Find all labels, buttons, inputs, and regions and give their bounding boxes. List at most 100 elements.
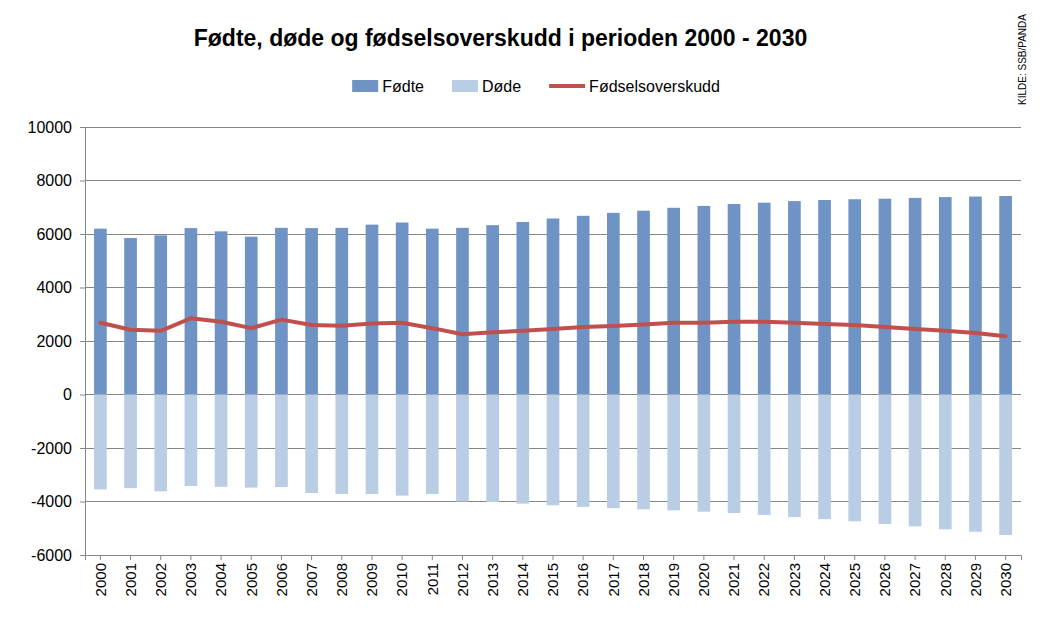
y-tick-label: 10000 bbox=[28, 119, 73, 136]
bar bbox=[335, 395, 348, 495]
bar bbox=[154, 235, 167, 394]
legend-swatch bbox=[352, 80, 378, 92]
y-tick: 8000 bbox=[36, 172, 85, 189]
bar bbox=[758, 395, 771, 515]
x-tick: 2001 bbox=[122, 555, 139, 596]
x-tick: 2013 bbox=[484, 555, 501, 596]
bar bbox=[516, 222, 529, 395]
x-tick-mark bbox=[884, 555, 885, 560]
x-tick-label: 2001 bbox=[122, 563, 139, 596]
x-tick-label: 2004 bbox=[212, 563, 229, 596]
legend-item: Fødte bbox=[352, 78, 424, 95]
y-tick-mark bbox=[80, 341, 85, 342]
y-tick: 10000 bbox=[28, 119, 86, 136]
bar bbox=[215, 395, 228, 487]
x-tick: 2016 bbox=[574, 555, 591, 596]
grid-line bbox=[85, 127, 1021, 128]
x-tick-mark bbox=[794, 555, 795, 560]
y-tick-mark bbox=[80, 448, 85, 449]
y-tick: 2000 bbox=[36, 333, 85, 350]
legend: FødteDødeFødselsoverskudd bbox=[352, 78, 720, 95]
plot-area bbox=[94, 196, 1012, 535]
x-tick: 2009 bbox=[363, 555, 380, 596]
legend-item: Fødselsoverskudd bbox=[549, 78, 720, 95]
x-tick-mark bbox=[311, 555, 312, 560]
y-axis-line bbox=[80, 128, 86, 556]
bar bbox=[215, 231, 228, 394]
x-tick-mark bbox=[915, 555, 916, 560]
bar bbox=[637, 395, 650, 510]
y-tick-mark bbox=[80, 127, 85, 128]
x-tick: 2004 bbox=[212, 555, 229, 596]
bar-series bbox=[94, 196, 1012, 394]
x-tick-label: 2017 bbox=[605, 563, 622, 596]
bar bbox=[547, 395, 560, 506]
legend-label: Fødte bbox=[382, 78, 424, 95]
bar bbox=[516, 395, 529, 504]
y-tick: -4000 bbox=[31, 493, 85, 510]
bar bbox=[366, 395, 379, 495]
annotation: KILDE: SSB/PANDA bbox=[1017, 14, 1028, 105]
y-tick-mark bbox=[80, 395, 85, 396]
bar bbox=[547, 218, 560, 394]
x-tick-mark bbox=[432, 555, 433, 560]
x-tick-mark bbox=[190, 555, 191, 560]
x-tick-label: 2018 bbox=[635, 563, 652, 596]
bar bbox=[758, 203, 771, 395]
x-tick: 2010 bbox=[393, 555, 410, 596]
bar bbox=[305, 228, 318, 394]
x-tick-label: 2007 bbox=[303, 563, 320, 596]
x-tick-mark bbox=[341, 555, 342, 560]
x-tick: 2008 bbox=[333, 555, 350, 596]
bar bbox=[335, 228, 348, 395]
x-tick-mark bbox=[734, 555, 735, 560]
bar bbox=[94, 229, 107, 395]
bar bbox=[245, 237, 258, 395]
x-tick-label: 2028 bbox=[937, 563, 954, 596]
x-tick-mark bbox=[221, 555, 222, 560]
x-tick-label: 2010 bbox=[393, 563, 410, 596]
x-axis: 2000200120022003200420052006200720082009… bbox=[86, 555, 1022, 596]
bar bbox=[999, 196, 1012, 394]
chart: -6000-4000-20000200040006000800010000200… bbox=[0, 0, 1041, 625]
legend-swatch bbox=[549, 84, 585, 88]
bar bbox=[818, 395, 831, 520]
bar bbox=[909, 395, 922, 527]
bar bbox=[848, 199, 861, 394]
y-tick-label: -6000 bbox=[31, 547, 72, 564]
bar bbox=[456, 395, 469, 502]
x-tick: 2014 bbox=[514, 555, 531, 596]
title: Fødte, døde og fødselsoverskudd i period… bbox=[194, 25, 808, 51]
y-axis: -6000-4000-20000200040006000800010000 bbox=[28, 119, 86, 564]
x-tick-mark bbox=[251, 555, 252, 560]
x-tick-label: 2011 bbox=[424, 563, 441, 595]
x-tick-label: 2020 bbox=[695, 563, 712, 596]
y-tick-label: 4000 bbox=[36, 279, 72, 296]
y-tick-label: -2000 bbox=[31, 440, 72, 457]
y-tick-mark bbox=[80, 288, 85, 289]
x-tick: 2002 bbox=[152, 555, 169, 596]
bar bbox=[607, 395, 620, 509]
bar bbox=[939, 395, 952, 530]
bar bbox=[577, 216, 590, 395]
x-tick-mark bbox=[371, 555, 372, 560]
x-tick-label: 2013 bbox=[484, 563, 501, 596]
x-tick: 2028 bbox=[937, 555, 954, 596]
x-tick-label: 2000 bbox=[92, 563, 109, 596]
x-tick-label: 2024 bbox=[816, 563, 833, 596]
bar bbox=[667, 208, 680, 395]
y-tick-mark bbox=[80, 555, 85, 556]
x-tick-mark bbox=[975, 555, 976, 560]
bar bbox=[124, 395, 137, 489]
x-tick: 2029 bbox=[967, 555, 984, 596]
bar bbox=[396, 395, 409, 496]
x-tick-mark bbox=[945, 555, 946, 560]
bar bbox=[305, 395, 318, 493]
y-tick-label: 8000 bbox=[36, 172, 72, 189]
bar bbox=[698, 206, 711, 395]
x-tick-mark bbox=[643, 555, 644, 560]
x-tick: 2023 bbox=[786, 555, 803, 596]
y-tick-label: 0 bbox=[63, 386, 72, 403]
y-tick-label: -4000 bbox=[31, 493, 72, 510]
x-tick: 2007 bbox=[303, 555, 320, 596]
